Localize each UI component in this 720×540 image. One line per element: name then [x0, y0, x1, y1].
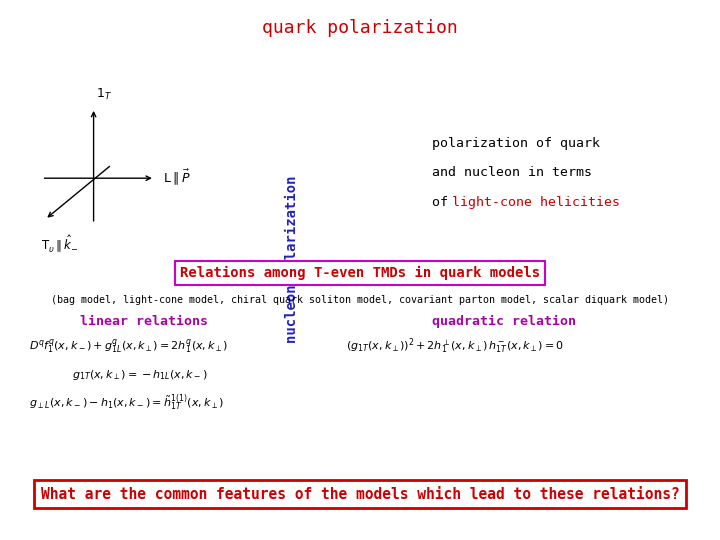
Text: $g_{\perp L}(x,k_-) - h_1(x,k_-) = \tilde{h}_{1T}^{1(1)}(x,k_\perp)$: $g_{\perp L}(x,k_-) - h_1(x,k_-) = \tild…: [29, 392, 224, 413]
Text: polarization of quark: polarization of quark: [432, 137, 600, 150]
Text: $g_{1T}(x,k_\perp) = -h_{1L}(x,k_-)$: $g_{1T}(x,k_\perp) = -h_{1L}(x,k_-)$: [72, 368, 207, 382]
Text: (bag model, light-cone model, chiral quark soliton model, covariant parton model: (bag model, light-cone model, chiral qua…: [51, 295, 669, 305]
Text: quark polarization: quark polarization: [262, 19, 458, 37]
Text: $D^q f_1^q(x,k_-) + g_{1L}^q(x,k_\perp) = 2h_1^q(x,k_\perp)$: $D^q f_1^q(x,k_-) + g_{1L}^q(x,k_\perp) …: [29, 338, 228, 356]
Text: Relations among T-even TMDs in quark models: Relations among T-even TMDs in quark mod…: [180, 266, 540, 280]
Text: linear relations: linear relations: [80, 315, 208, 328]
Text: light-cone helicities: light-cone helicities: [452, 196, 620, 209]
Text: What are the common features of the models which lead to these relations?: What are the common features of the mode…: [40, 487, 680, 502]
Text: and nucleon in terms: and nucleon in terms: [432, 166, 592, 179]
Text: $\mathrm{T}_{\upsilon} \parallel \hat{k}_{-}$: $\mathrm{T}_{\upsilon} \parallel \hat{k}…: [42, 233, 79, 255]
Text: $\left(g_{1T}(x,k_\perp)\right)^2 + 2h_1^\perp(x,k_\perp)\,h_{1T}^-(x,k_\perp) =: $\left(g_{1T}(x,k_\perp)\right)^2 + 2h_1…: [346, 337, 564, 356]
Text: of: of: [432, 196, 456, 209]
Text: quadratic relation: quadratic relation: [432, 315, 576, 328]
Text: $\mathrm{L} \parallel \vec{P}$: $\mathrm{L} \parallel \vec{P}$: [163, 167, 191, 186]
Text: nucleon polarization: nucleon polarization: [284, 176, 299, 343]
Text: $1_T$: $1_T$: [96, 86, 112, 102]
